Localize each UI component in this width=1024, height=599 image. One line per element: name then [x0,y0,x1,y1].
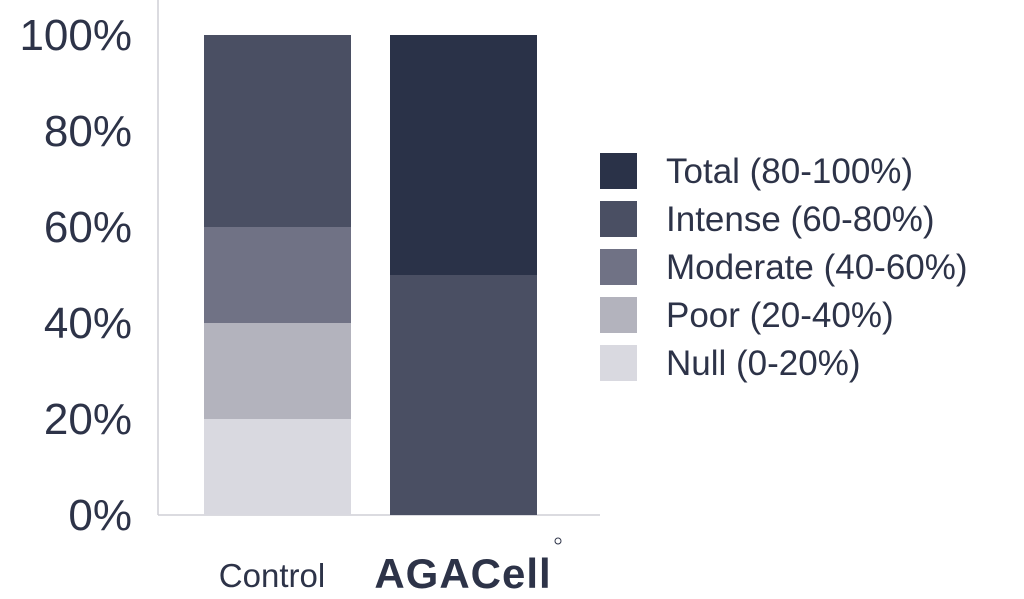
bars [204,35,537,515]
y-tick-label: 80% [44,107,132,156]
x-axis-categories: Control AGACell [219,537,562,597]
y-tick-label: 60% [44,203,132,252]
legend-swatch [600,345,637,381]
category-label-control: Control [219,557,325,594]
legend-swatch [600,201,637,237]
legend-swatch [600,249,637,285]
legend: Total (80-100%) Intense (60-80%) Moderate … [600,152,968,383]
agacell-logo: AGACell [374,537,562,597]
y-axis-ticks: 0% 20% 40% 60% 80% 100% [19,11,132,540]
y-tick-label: 100% [19,11,132,60]
bar-segment [204,419,351,515]
logo-text: AGACell [374,550,551,597]
legend-label: Null (0-20%) [666,344,861,383]
bar-segment [204,227,351,323]
y-tick-label: 40% [44,299,132,348]
legend-swatch [600,297,637,333]
legend-label: Total (80-100%) [666,152,913,191]
legend-label: Poor (20-40%) [666,296,894,335]
bar-segment [204,35,351,227]
y-tick-label: 20% [44,395,132,444]
bar-segment [390,275,537,515]
bar-segment [390,35,537,275]
registered-mark-icon [554,537,562,545]
legend-label: Moderate (40-60%) [666,248,968,287]
y-tick-label: 0% [68,491,132,540]
bar-segment [204,323,351,419]
legend-swatch [600,153,637,189]
legend-label: Intense (60-80%) [666,200,934,239]
